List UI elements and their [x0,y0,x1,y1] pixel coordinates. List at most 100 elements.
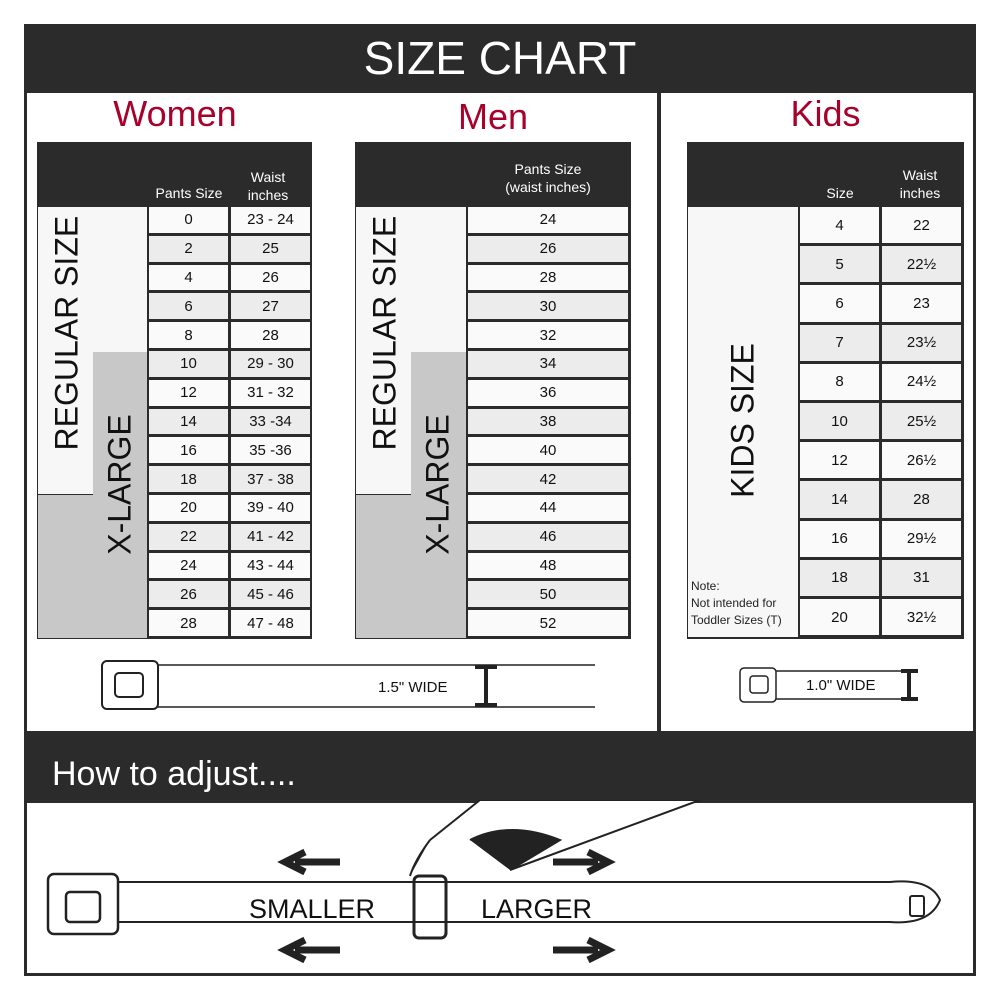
men-size-cell: 42 [468,466,628,492]
women-waist-cell: 23 - 24 [231,207,310,233]
men-size-cell: 48 [468,552,628,579]
kids-waist-cell: 23 [882,285,961,322]
kids-table-header: Size Waist inches [687,142,964,208]
men-size-cell: 28 [468,264,628,291]
women-size-cell: 16 [149,437,228,464]
kids-note: Note: Not intended for Toddler Sizes (T) [691,579,782,627]
kids-size-cell: 4 [800,207,879,244]
women-col-waist: Waist inches [247,169,289,203]
arrow-left-icon [277,848,340,876]
women-size-cell: 0 [149,207,228,233]
kids-size-cell: 10 [800,403,879,440]
men-size-cell: 26 [468,235,628,262]
women-xlarge-label: X-LARGE [101,414,138,555]
women-belt-diagram [101,660,595,710]
women-waist-cell: 43 - 44 [231,552,310,579]
women-size-cell: 20 [149,495,228,521]
women-size-cell: 24 [149,552,228,579]
men-table-header: Pants Size (waist inches) [355,142,631,208]
kids-size-cell: 12 [800,442,879,479]
arrow-right-icon [553,848,616,876]
women-xlarge-region-lower [38,495,147,638]
women-waist-cell: 45 - 46 [231,581,310,608]
men-size-cell: 24 [468,207,628,233]
kids-size-cell: 20 [800,599,879,636]
men-size-cell: 38 [468,408,628,435]
kids-waist-cell: 24½ [882,363,961,400]
men-size-cell: 44 [468,495,628,521]
smaller-label: SMALLER [249,894,376,924]
kids-label-region [688,207,798,637]
kids-size-label: KIDS SIZE [724,343,761,498]
women-size-cell: 8 [149,322,228,348]
women-regular-label: REGULAR SIZE [48,215,85,451]
women-waist-cell: 25 [231,235,310,262]
women-size-cell: 10 [149,351,228,377]
kids-waist-cell: 28 [882,481,961,518]
kids-col-waist: Waist inches [899,167,941,201]
women-waist-cell: 37 - 38 [231,466,310,492]
women-belt-width: 1.5" WIDE [378,679,448,696]
men-size-cell: 30 [468,293,628,320]
men-size-cell: 52 [468,610,628,636]
men-regular-label: REGULAR SIZE [366,215,403,451]
women-size-cell: 28 [149,610,228,636]
women-size-cell: 22 [149,523,228,550]
women-col-pants-size: Pants Size [155,185,223,201]
women-size-cell: 4 [149,264,228,291]
women-waist-cell: 39 - 40 [231,495,310,521]
arrow-left-icon [277,936,340,964]
page-title: SIZE CHART [24,24,976,93]
men-xlarge-region-lower [356,495,466,638]
men-xlarge-label: X-LARGE [419,414,456,555]
women-table: REGULAR SIZE X-LARGE 0 23 - 24 2 25 4 26 6 27 8 2… [37,206,312,639]
men-col-pants-size: Pants Size (waist inches) [505,161,591,195]
kids-waist-cell: 32½ [882,599,961,636]
women-size-cell: 18 [149,466,228,492]
kids-size-cell: 18 [800,559,879,596]
kids-size-cell: 16 [800,520,879,557]
belt-slider [412,874,448,940]
women-size-cell: 26 [149,581,228,608]
larger-label: LARGER [481,894,593,924]
kids-table: KIDS SIZE Note: Not intended for Toddler… [687,206,964,639]
kids-size-cell: 8 [800,363,879,400]
men-size-cell: 40 [468,437,628,464]
adjust-belt-diagram [46,800,942,964]
men-title: Men [457,96,529,137]
men-size-cell: 32 [468,322,628,348]
kids-waist-cell: 23½ [882,324,961,361]
kids-title: Kids [790,93,861,134]
kids-waist-cell: 22 [882,207,961,244]
kids-size-cell: 14 [800,481,879,518]
women-waist-cell: 29 - 30 [231,351,310,377]
kids-size-cell: 5 [800,246,879,283]
kids-waist-cell: 25½ [882,403,961,440]
kids-col-size: Size [826,185,854,201]
kids-size-cell: 7 [800,324,879,361]
men-size-cell: 50 [468,581,628,608]
women-title: Women [113,93,237,134]
women-waist-cell: 28 [231,322,310,348]
women-table-header: Pants Size Waist inches [37,142,312,208]
women-waist-cell: 31 - 32 [231,379,310,406]
women-waist-cell: 35 -36 [231,437,310,464]
women-waist-cell: 26 [231,264,310,291]
men-size-cell: 46 [468,523,628,550]
kids-waist-cell: 31 [882,559,961,596]
women-waist-cell: 47 - 48 [231,610,310,636]
men-table: REGULAR SIZE X-LARGE 24 26 28 30 32 34 36 38 40 4… [355,206,631,639]
kids-waist-cell: 22½ [882,246,961,283]
arrow-right-icon [553,936,616,964]
women-waist-cell: 27 [231,293,310,320]
section-divider [657,92,661,732]
women-size-cell: 2 [149,235,228,262]
women-size-cell: 12 [149,379,228,406]
kids-size-cell: 6 [800,285,879,322]
women-size-cell: 6 [149,293,228,320]
kids-waist-cell: 26½ [882,442,961,479]
men-size-cell: 34 [468,351,628,377]
kids-waist-cell: 29½ [882,520,961,557]
kids-belt-width: 1.0" WIDE [806,677,876,694]
men-size-cell: 36 [468,379,628,406]
